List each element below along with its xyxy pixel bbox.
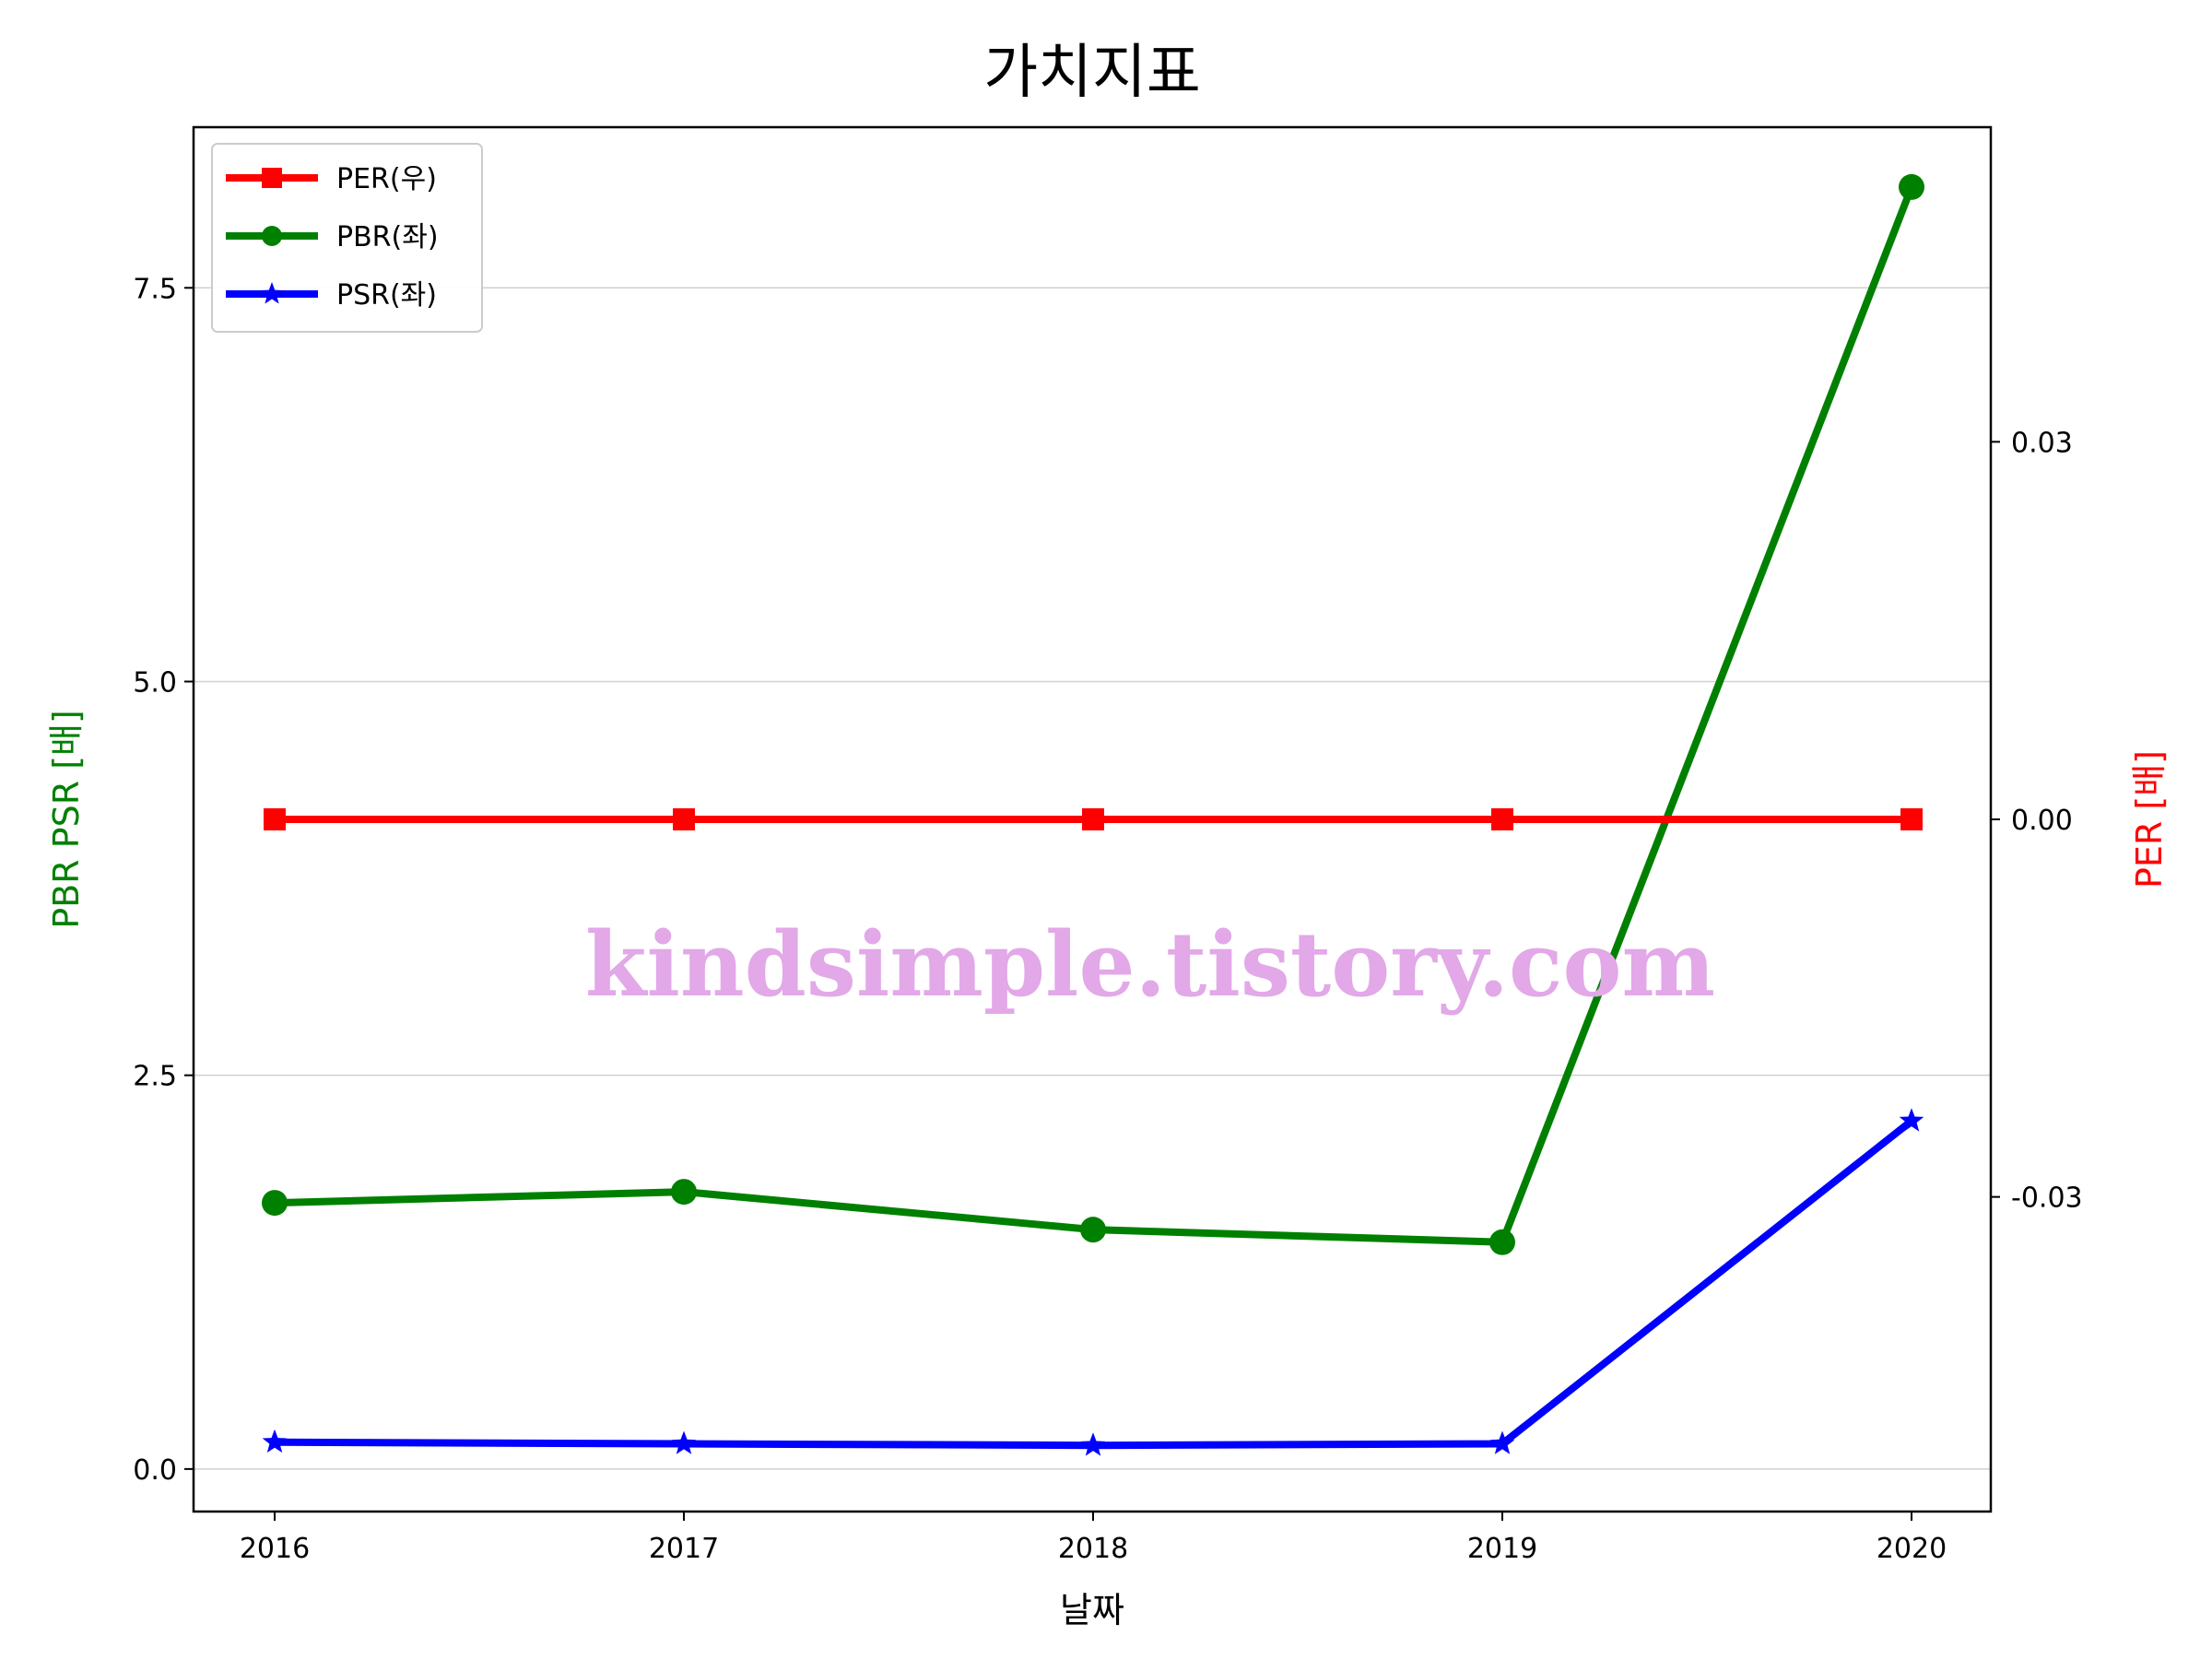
x-tick-label: 2016 <box>240 1533 310 1565</box>
legend-item[interactable]: PBR(좌) <box>226 221 439 253</box>
data-point <box>262 1429 288 1453</box>
legend-box <box>211 143 483 333</box>
series-line <box>274 1118 1914 1450</box>
right-tick-label: 0.03 <box>2011 427 2073 459</box>
legend-items: PER(우) PBR(좌) PSR(좌) <box>226 163 439 312</box>
data-point <box>671 1430 697 1454</box>
series-PER(우) <box>264 808 1923 830</box>
x-axis-label: 날짜 <box>1060 1590 1124 1630</box>
data-point <box>1899 1108 1924 1132</box>
data-point <box>1489 1229 1515 1255</box>
legend-marker <box>260 282 284 304</box>
right-tick-label: 0.00 <box>2011 805 2073 837</box>
series-line <box>274 185 1915 1246</box>
legend-label: PER(우) <box>336 163 437 195</box>
right-axis-label: PER [배] <box>2129 750 2170 888</box>
data-point <box>262 1190 288 1217</box>
legend-label: PBR(좌) <box>336 221 439 253</box>
legend-marker <box>262 226 282 246</box>
series-PBR(좌) <box>262 173 1924 1255</box>
legend[interactable]: PER(우) PBR(좌) PSR(좌) <box>211 143 483 333</box>
left-tick-label: 5.0 <box>133 666 177 699</box>
x-tick-label: 2020 <box>1877 1533 1947 1565</box>
left-tick-label: 0.0 <box>133 1454 177 1487</box>
data-point <box>671 1179 697 1206</box>
left-tick-label: 7.5 <box>133 273 177 305</box>
data-point <box>1082 808 1104 830</box>
right-tick-label: -0.03 <box>2011 1182 2083 1215</box>
data-point <box>673 808 695 830</box>
ticks-layer: 0.0 2.5 5.0 7.5 -0.03 0.00 0.03 2016 2017 2018 201… <box>133 273 2082 1565</box>
data-point <box>1900 808 1923 830</box>
data-point <box>1899 173 1924 200</box>
x-tick-label: 2019 <box>1467 1533 1537 1565</box>
left-tick-label: 2.5 <box>133 1061 177 1093</box>
data-point <box>1491 808 1513 830</box>
data-point <box>1080 1432 1106 1456</box>
data-point <box>1080 1217 1106 1243</box>
legend-marker <box>262 168 282 188</box>
data-point <box>264 808 286 830</box>
legend-item[interactable]: PER(우) <box>226 163 437 195</box>
x-tick-label: 2018 <box>1058 1533 1128 1565</box>
chart-title: 가치지표 <box>983 39 1201 107</box>
x-tick-label: 2017 <box>649 1533 719 1565</box>
legend-label: PSR(좌) <box>336 279 437 312</box>
watermark-text: kindsimple.tistory.com <box>585 912 1715 1017</box>
series-PSR(좌) <box>262 1108 1924 1456</box>
grid-layer <box>194 287 1991 1470</box>
left-axis-label: PBR PSR [배] <box>46 710 87 929</box>
series-layer <box>262 173 1924 1456</box>
legend-item[interactable]: PSR(좌) <box>226 279 437 312</box>
data-point <box>1489 1430 1515 1454</box>
